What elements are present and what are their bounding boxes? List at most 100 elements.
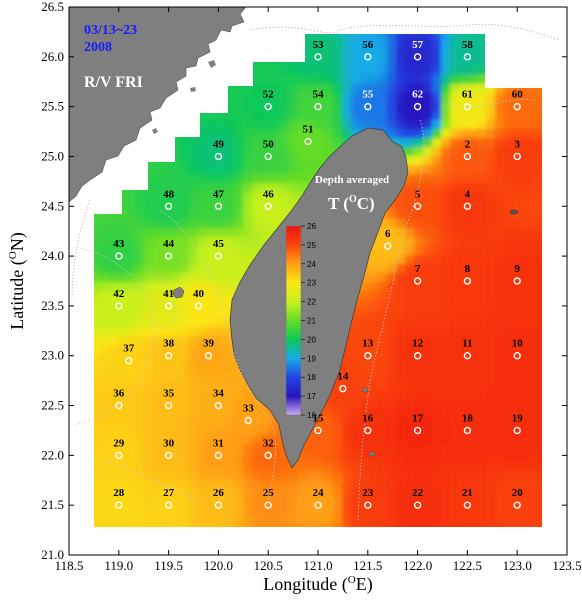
heatmap-cell	[405, 210, 415, 220]
heatmap-cell	[108, 246, 118, 256]
heatmap-cell	[180, 264, 190, 274]
heatmap-cell	[441, 399, 451, 409]
heatmap-cell	[306, 57, 316, 67]
heatmap-cell	[234, 399, 244, 409]
heatmap-cell	[135, 417, 145, 427]
station-marker	[125, 357, 133, 365]
heatmap-cell	[477, 264, 487, 274]
station-marker	[115, 302, 123, 310]
station-marker	[164, 451, 173, 460]
heatmap-cell	[216, 273, 226, 283]
heatmap-cell	[306, 147, 316, 157]
heatmap-cell	[513, 174, 523, 184]
heatmap-cell	[261, 84, 271, 94]
heatmap-cell	[99, 462, 109, 472]
heatmap-cell	[477, 273, 487, 283]
heatmap-cell	[144, 174, 154, 184]
heatmap-cell	[369, 363, 379, 373]
heatmap-cell	[414, 129, 424, 139]
heatmap-cell	[342, 462, 352, 472]
heatmap-cell	[405, 273, 415, 283]
heatmap-cell	[540, 147, 542, 157]
heatmap-cell	[486, 264, 496, 274]
heatmap-cell	[108, 354, 118, 364]
heatmap-cell	[459, 228, 469, 238]
heatmap-cell	[207, 219, 217, 229]
station-label: 47	[213, 188, 225, 200]
heatmap-cell	[252, 435, 262, 445]
heatmap-cell	[369, 75, 379, 85]
heatmap-cell	[423, 210, 433, 220]
heatmap-cell	[315, 102, 325, 112]
heatmap-cell	[261, 66, 271, 76]
heatmap-cell	[522, 147, 532, 157]
heatmap-cell	[315, 93, 325, 103]
heatmap-cell	[504, 192, 514, 202]
heatmap-cell	[171, 363, 181, 373]
heatmap-cell	[306, 120, 316, 130]
station-label: 30	[163, 437, 175, 449]
cruise-year-label: 2008	[84, 40, 112, 55]
heatmap-cell	[378, 93, 388, 103]
heatmap-cell	[252, 444, 262, 454]
heatmap-cell	[180, 300, 190, 310]
heatmap-cell	[189, 480, 199, 490]
heatmap-cell	[540, 120, 542, 130]
heatmap-cell	[459, 453, 469, 463]
heatmap-cell	[180, 399, 190, 409]
heatmap-cell	[189, 210, 199, 220]
heatmap-cell	[234, 156, 244, 166]
heatmap-cell	[495, 489, 505, 499]
heatmap-cell	[162, 174, 172, 184]
heatmap-cell	[207, 489, 217, 499]
heatmap-cell	[306, 462, 316, 472]
heatmap-cell	[207, 453, 217, 463]
heatmap-cell	[378, 219, 388, 229]
heatmap-cell	[387, 201, 397, 211]
heatmap-cell	[432, 336, 442, 346]
heatmap-cell	[126, 399, 136, 409]
heatmap-cell	[414, 381, 424, 391]
heatmap-cell	[144, 480, 154, 490]
heatmap-cell	[279, 480, 289, 490]
heatmap-cell	[522, 426, 532, 436]
heatmap-cell	[99, 426, 109, 436]
heatmap-cell	[459, 408, 469, 418]
heatmap-cell	[99, 489, 109, 499]
heatmap-cell	[189, 435, 199, 445]
station-marker	[314, 53, 322, 61]
heatmap-cell	[117, 435, 127, 445]
heatmap-cell	[108, 336, 118, 346]
heatmap-cell	[486, 174, 496, 184]
station-label: 58	[462, 39, 474, 51]
heatmap-cell	[216, 345, 226, 355]
heatmap-cell	[189, 318, 199, 328]
heatmap-cell	[405, 57, 415, 67]
heatmap-cell	[94, 399, 100, 409]
heatmap-cell	[432, 489, 442, 499]
heatmap-cell	[486, 498, 496, 508]
heatmap-cell	[342, 75, 352, 85]
heatmap-cell	[405, 426, 415, 436]
heatmap-cell	[234, 138, 244, 148]
heatmap-cell	[423, 66, 433, 76]
heatmap-cell	[468, 264, 478, 274]
heatmap-cell	[405, 138, 415, 148]
heatmap-cell	[513, 210, 523, 220]
station-label: 10	[512, 338, 524, 350]
heatmap-cell	[468, 489, 478, 499]
heatmap-cell	[522, 381, 532, 391]
heatmap-cell	[153, 246, 163, 256]
station-label: 31	[213, 437, 224, 449]
heatmap-cell	[360, 120, 370, 130]
heatmap-cell	[432, 471, 442, 481]
heatmap-cell	[441, 471, 451, 481]
heatmap-cell	[234, 93, 244, 103]
heatmap-cell	[423, 399, 433, 409]
heatmap-cell	[243, 516, 253, 526]
heatmap-cell	[180, 156, 190, 166]
heatmap-cell	[126, 489, 136, 499]
heatmap-cell	[531, 327, 541, 337]
heatmap-cell	[468, 120, 478, 130]
heatmap-cell	[189, 516, 199, 526]
